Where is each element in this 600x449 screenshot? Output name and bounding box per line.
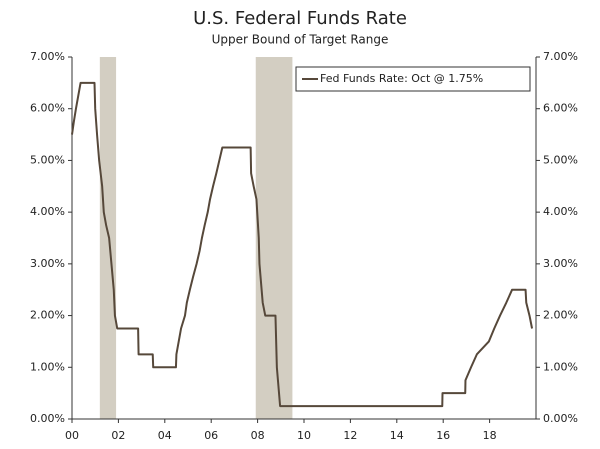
x-tick-label: 10	[297, 429, 311, 442]
x-tick-label: 00	[65, 429, 79, 442]
x-tick-label: 16	[436, 429, 450, 442]
series-line	[71, 81, 534, 408]
chart-subtitle: Upper Bound of Target Range	[212, 33, 389, 47]
y-tick-label: 4.00%	[30, 205, 65, 218]
y-tick-label: 6.00%	[30, 102, 65, 115]
x-tick-label: 12	[343, 429, 357, 442]
y2-tick-label: 4.00%	[543, 205, 578, 218]
y-tick-label: 2.00%	[30, 309, 65, 322]
x-tick-label: 08	[251, 429, 265, 442]
y2-tick-label: 7.00%	[543, 50, 578, 63]
y2-tick-label: 2.00%	[543, 309, 578, 322]
legend-box	[295, 66, 531, 92]
y-tick-label: 1.00%	[30, 360, 65, 373]
y2-tick-label: 3.00%	[543, 257, 578, 270]
x-tick-label: 14	[390, 429, 404, 442]
y2-tick-label: 1.00%	[543, 360, 578, 373]
x-tick-label: 02	[111, 429, 125, 442]
y2-tick-label: 0.00%	[543, 412, 578, 425]
y-tick-label: 3.00%	[30, 257, 65, 270]
recession-band	[255, 57, 293, 419]
recession-band	[99, 57, 117, 419]
legend-label: Fed Funds Rate: Oct @ 1.75%	[320, 72, 483, 85]
y-tick-label: 5.00%	[30, 153, 65, 166]
y2-tick-label: 6.00%	[543, 102, 578, 115]
x-tick-label: 06	[204, 429, 218, 442]
x-tick-label: 04	[158, 429, 172, 442]
chart-title: U.S. Federal Funds Rate	[193, 8, 407, 29]
y-tick-label: 7.00%	[30, 50, 65, 63]
x-tick-label: 18	[483, 429, 497, 442]
y-tick-label: 0.00%	[30, 412, 65, 425]
y2-tick-label: 5.00%	[543, 153, 578, 166]
